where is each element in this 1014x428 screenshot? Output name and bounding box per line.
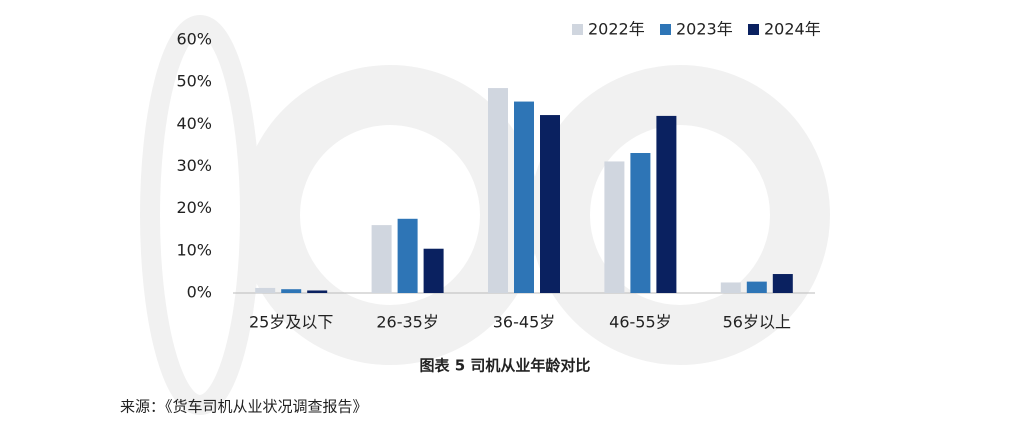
legend-label: 2022年 <box>588 20 645 39</box>
watermark <box>140 15 830 415</box>
y-tick-label: 0% <box>187 283 212 302</box>
bar <box>423 248 444 293</box>
bar <box>746 281 767 293</box>
bar <box>772 274 793 293</box>
bar <box>307 290 328 293</box>
legend-swatch <box>660 24 671 35</box>
x-tick-label: 26-35岁 <box>376 313 439 332</box>
bar <box>397 218 418 293</box>
legend-swatch <box>572 24 583 35</box>
legend-label: 2024年 <box>764 20 821 39</box>
bar <box>540 115 560 293</box>
bar <box>720 282 741 293</box>
bar <box>514 101 534 294</box>
bar <box>488 88 508 293</box>
bar <box>656 115 677 294</box>
y-tick-label: 10% <box>176 240 212 259</box>
x-tick-label: 46-55岁 <box>609 313 672 332</box>
bar <box>281 289 302 293</box>
y-tick-label: 60% <box>176 30 212 49</box>
y-tick-label: 50% <box>176 72 212 91</box>
bar <box>255 287 276 293</box>
x-tick-label: 36-45岁 <box>493 313 556 332</box>
legend-label: 2023年 <box>676 20 733 39</box>
y-tick-label: 40% <box>176 114 212 133</box>
source-note: 来源：《货车司机从业状况调查报告》 <box>120 398 368 416</box>
x-tick-label: 56岁以上 <box>723 313 791 332</box>
chart-title: 图表 5 司机从业年龄对比 <box>420 357 591 375</box>
bar <box>604 161 625 293</box>
bar <box>630 153 651 293</box>
y-tick-label: 30% <box>176 156 212 175</box>
y-tick-label: 20% <box>176 198 212 217</box>
bar <box>371 225 392 293</box>
x-tick-label: 25岁及以下 <box>249 313 333 332</box>
legend-swatch <box>748 24 759 35</box>
